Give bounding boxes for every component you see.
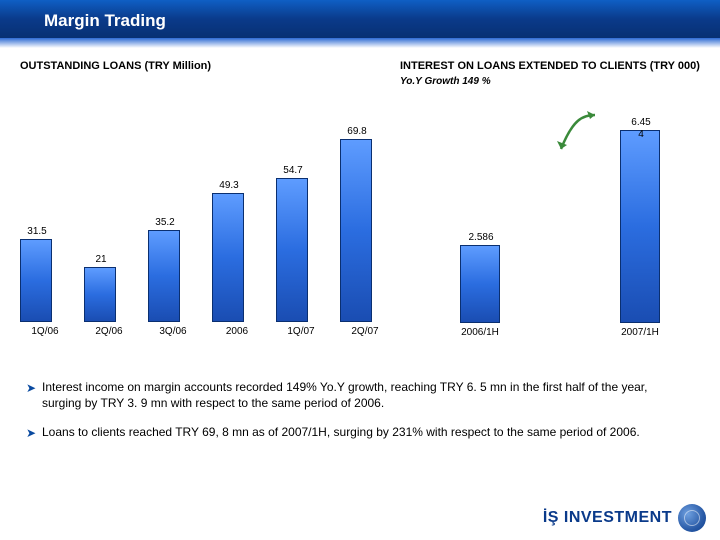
- bar-value: 69.8: [332, 126, 382, 137]
- left-chart: OUTSTANDING LOANS (TRY Million) 31.5 21 35…: [20, 60, 390, 342]
- right-chart-title: INTEREST ON LOANS EXTENDED TO CLIENTS (T…: [400, 60, 710, 72]
- bar-label: 2006: [212, 326, 262, 337]
- bar-label: 1Q/06: [20, 326, 70, 337]
- bullet-text: Loans to clients reached TRY 69, 8 mn as…: [42, 425, 640, 439]
- bar-label: 1Q/07: [276, 326, 326, 337]
- bar-value: 2.586: [451, 232, 511, 243]
- left-axis-labels: 1Q/06 2Q/06 3Q/06 2006 1Q/07 2Q/07: [14, 322, 390, 342]
- bar: 21: [84, 267, 116, 322]
- bar-label: 2007/1H: [600, 327, 680, 338]
- growth-text: Yo.Y Growth 149 %: [400, 76, 710, 87]
- bar-value: 6.45: [611, 117, 671, 128]
- bar: 69.8: [340, 139, 372, 322]
- right-bars-container: 2.586 6.454: [400, 113, 710, 323]
- bar: 35.2: [148, 230, 180, 322]
- bar-label: 2Q/07: [340, 326, 390, 337]
- bullet-arrow-icon: ➤: [26, 381, 36, 397]
- bar-value: 35.2: [140, 217, 190, 228]
- bar: 6.454: [620, 130, 660, 324]
- bullet-text: Interest income on margin accounts recor…: [42, 380, 647, 410]
- left-bars-container: 31.5 21 35.2 49.3 54.7 69.8: [14, 112, 390, 322]
- right-chart: INTEREST ON LOANS EXTENDED TO CLIENTS (T…: [400, 60, 710, 343]
- growth-arrow-icon: [555, 109, 605, 153]
- slide-header: Margin Trading: [0, 0, 720, 48]
- bar: 54.7: [276, 178, 308, 322]
- bullet-item: ➤ Loans to clients reached TRY 69, 8 mn …: [26, 425, 690, 441]
- bullet-list: ➤ Interest income on margin accounts rec…: [26, 380, 690, 455]
- bar-value: 21: [76, 254, 126, 265]
- bar-value-secondary: 4: [611, 129, 671, 140]
- right-axis-labels: 2006/1H 2007/1H: [400, 323, 710, 343]
- bar: 31.5: [20, 239, 52, 322]
- bar-value: 49.3: [204, 180, 254, 191]
- bar-label: 3Q/06: [148, 326, 198, 337]
- bar-value: 31.5: [12, 226, 62, 237]
- bar: 49.3: [212, 193, 244, 322]
- bar: 2.586: [460, 245, 500, 323]
- brand-logo-text: İŞ INVESTMENT: [543, 509, 672, 527]
- slide-title: Margin Trading: [0, 0, 720, 31]
- bar-label: 2006/1H: [440, 327, 520, 338]
- bar-value: 54.7: [268, 165, 318, 176]
- bar-label: 2Q/06: [84, 326, 134, 337]
- brand-logo-glyph-icon: [678, 504, 706, 532]
- left-chart-title: OUTSTANDING LOANS (TRY Million): [20, 60, 390, 72]
- bullet-item: ➤ Interest income on margin accounts rec…: [26, 380, 690, 411]
- bullet-arrow-icon: ➤: [26, 426, 36, 442]
- charts-area: OUTSTANDING LOANS (TRY Million) 31.5 21 35…: [20, 60, 700, 360]
- brand-logo: İŞ INVESTMENT: [543, 504, 706, 532]
